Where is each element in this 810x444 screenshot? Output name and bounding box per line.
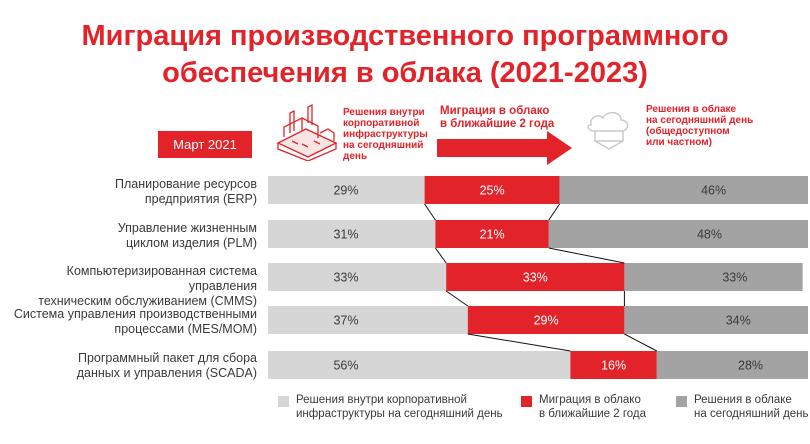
bar-label-mes-onprem: 37%: [333, 314, 358, 328]
legend-item-onprem: Решения внутри корпоративной инфраструкт…: [296, 393, 503, 421]
legend-swatch-onprem: [278, 396, 289, 407]
bar-mes-onprem: [268, 306, 468, 334]
header-onprem: Решения внутри корпоративной инфраструкт…: [343, 107, 428, 162]
connector-erp-left: [424, 203, 436, 221]
bar-label-cmms-onprem: 33%: [333, 271, 358, 285]
row-label-erp-line-2: предприятия (ERP): [144, 192, 257, 206]
bar-plm-onprem: [268, 220, 436, 248]
bar-scada-migration: [570, 351, 657, 379]
legend-migration-line-1: Миграция в облако: [539, 394, 641, 406]
header-cloud-line-1: Решения в облаке: [646, 104, 737, 115]
row-label-plm: Управление жизненным циклом изделия (PLM…: [0, 221, 257, 251]
bar-erp-cloud: [559, 176, 808, 204]
row-label-cmms-line-1: Компьютеризированная система управления: [66, 264, 257, 293]
header-cloud-line-2: на сегодняшний день: [646, 115, 754, 126]
legend-swatch-migration: [521, 396, 532, 407]
bar-scada-cloud: [656, 351, 808, 379]
header-onprem-line-3: инфраструктуры: [343, 129, 428, 140]
migration-arrow-icon: [437, 131, 572, 165]
row-label-cmms-line-2: техническим обслуживанием (CMMS): [38, 294, 257, 308]
legend-cloud-line-2: на сегодняшний день: [694, 408, 809, 420]
bar-erp-onprem: [268, 176, 425, 204]
header-migration-line-1: Миграция в облако: [440, 105, 550, 117]
legend-item-cloud: Решения в облаке на сегодняшний день: [694, 393, 809, 421]
bar-cmms-cloud: [624, 263, 803, 291]
bar-label-mes-migration: 29%: [534, 314, 559, 328]
factory-icon: [276, 103, 338, 161]
row-label-erp: Планирование ресурсов предприятия (ERP): [0, 177, 257, 207]
header-cloud-line-3: (общедоступном: [646, 126, 730, 137]
chart-title: Миграция производственного программного …: [0, 18, 810, 92]
connector-plm-right: [548, 247, 625, 264]
bar-label-cmms-cloud: 33%: [722, 271, 747, 285]
bar-label-erp-migration: 25%: [480, 184, 505, 198]
bar-plm-migration: [435, 220, 549, 248]
header-migration: Миграция в облако в ближайшие 2 года: [440, 105, 554, 131]
chart-title-line-2: обеспечения в облака (2021-2023): [162, 57, 648, 89]
header-onprem-line-5: день: [343, 151, 368, 162]
bar-plm-cloud: [548, 220, 808, 248]
bar-cmms-onprem: [268, 263, 447, 291]
bar-label-erp-cloud: 46%: [701, 184, 726, 198]
row-label-scada-line-2: данных и управления (SCADA): [76, 366, 257, 380]
header-cloud: Решения в облаке на сегодняшний день (об…: [646, 104, 753, 148]
chart-title-line-1: Миграция производственного программного: [81, 20, 729, 52]
bar-label-cmms-migration: 33%: [523, 271, 548, 285]
bar-label-plm-onprem: 31%: [333, 228, 358, 242]
bar-mes-migration: [467, 306, 625, 334]
bar-label-scada-cloud: 28%: [738, 359, 763, 373]
row-label-plm-line-2: циклом изделия (PLM): [125, 236, 257, 250]
period-badge: Март 2021: [158, 131, 252, 158]
row-label-mes-line-1: Система управления производственными: [13, 307, 257, 321]
header-onprem-line-4: на сегодняшний: [343, 140, 424, 151]
legend-swatch-cloud: [676, 396, 687, 407]
legend-migration-line-2: в ближайшие 2 года: [539, 408, 647, 420]
bar-label-scada-onprem: 56%: [333, 359, 358, 373]
connector-erp-right: [548, 203, 561, 221]
row-label-erp-line-1: Планирование ресурсов: [115, 177, 257, 191]
row-label-mes: Система управления производственными про…: [0, 307, 257, 337]
header-cloud-line-4: или частном): [646, 137, 712, 148]
header-onprem-line-1: Решения внутри: [343, 107, 425, 118]
legend-cloud-line-1: Решения в облаке: [694, 394, 792, 406]
bar-label-mes-cloud: 34%: [726, 314, 751, 328]
bar-label-erp-onprem: 29%: [333, 184, 358, 198]
row-label-mes-line-2: процессами (MES/MOM): [114, 322, 257, 336]
cloud-icon: [587, 111, 629, 150]
bar-mes-cloud: [624, 306, 808, 334]
row-label-scada-line-1: Программный пакет для сбора: [77, 351, 257, 365]
header-onprem-line-2: корпоративной: [343, 118, 420, 129]
legend-onprem-line-1: Решения внутри корпоративной: [296, 394, 467, 406]
connector-plm-left: [434, 247, 447, 264]
legend-onprem-line-2: инфраструктуры на сегодняшний день: [296, 408, 503, 420]
row-label-scada: Программный пакет для сбора данных и упр…: [0, 351, 257, 381]
bar-label-plm-migration: 21%: [480, 228, 505, 242]
bar-erp-migration: [424, 176, 560, 204]
connector-mes-left: [467, 333, 571, 352]
legend-item-migration: Миграция в облако в ближайшие 2 года: [539, 393, 646, 421]
bar-label-scada-migration: 16%: [601, 359, 626, 373]
bar-cmms-migration: [446, 263, 625, 291]
row-label-cmms: Компьютеризированная система управления …: [0, 264, 257, 309]
bar-label-plm-cloud: 48%: [697, 228, 722, 242]
header-migration-line-2: в ближайшие 2 года: [440, 118, 555, 130]
connector-cmms-left: [445, 290, 469, 307]
row-label-plm-line-1: Управление жизненным: [117, 221, 257, 235]
bar-scada-onprem: [268, 351, 571, 379]
connector-mes-right: [624, 333, 658, 352]
